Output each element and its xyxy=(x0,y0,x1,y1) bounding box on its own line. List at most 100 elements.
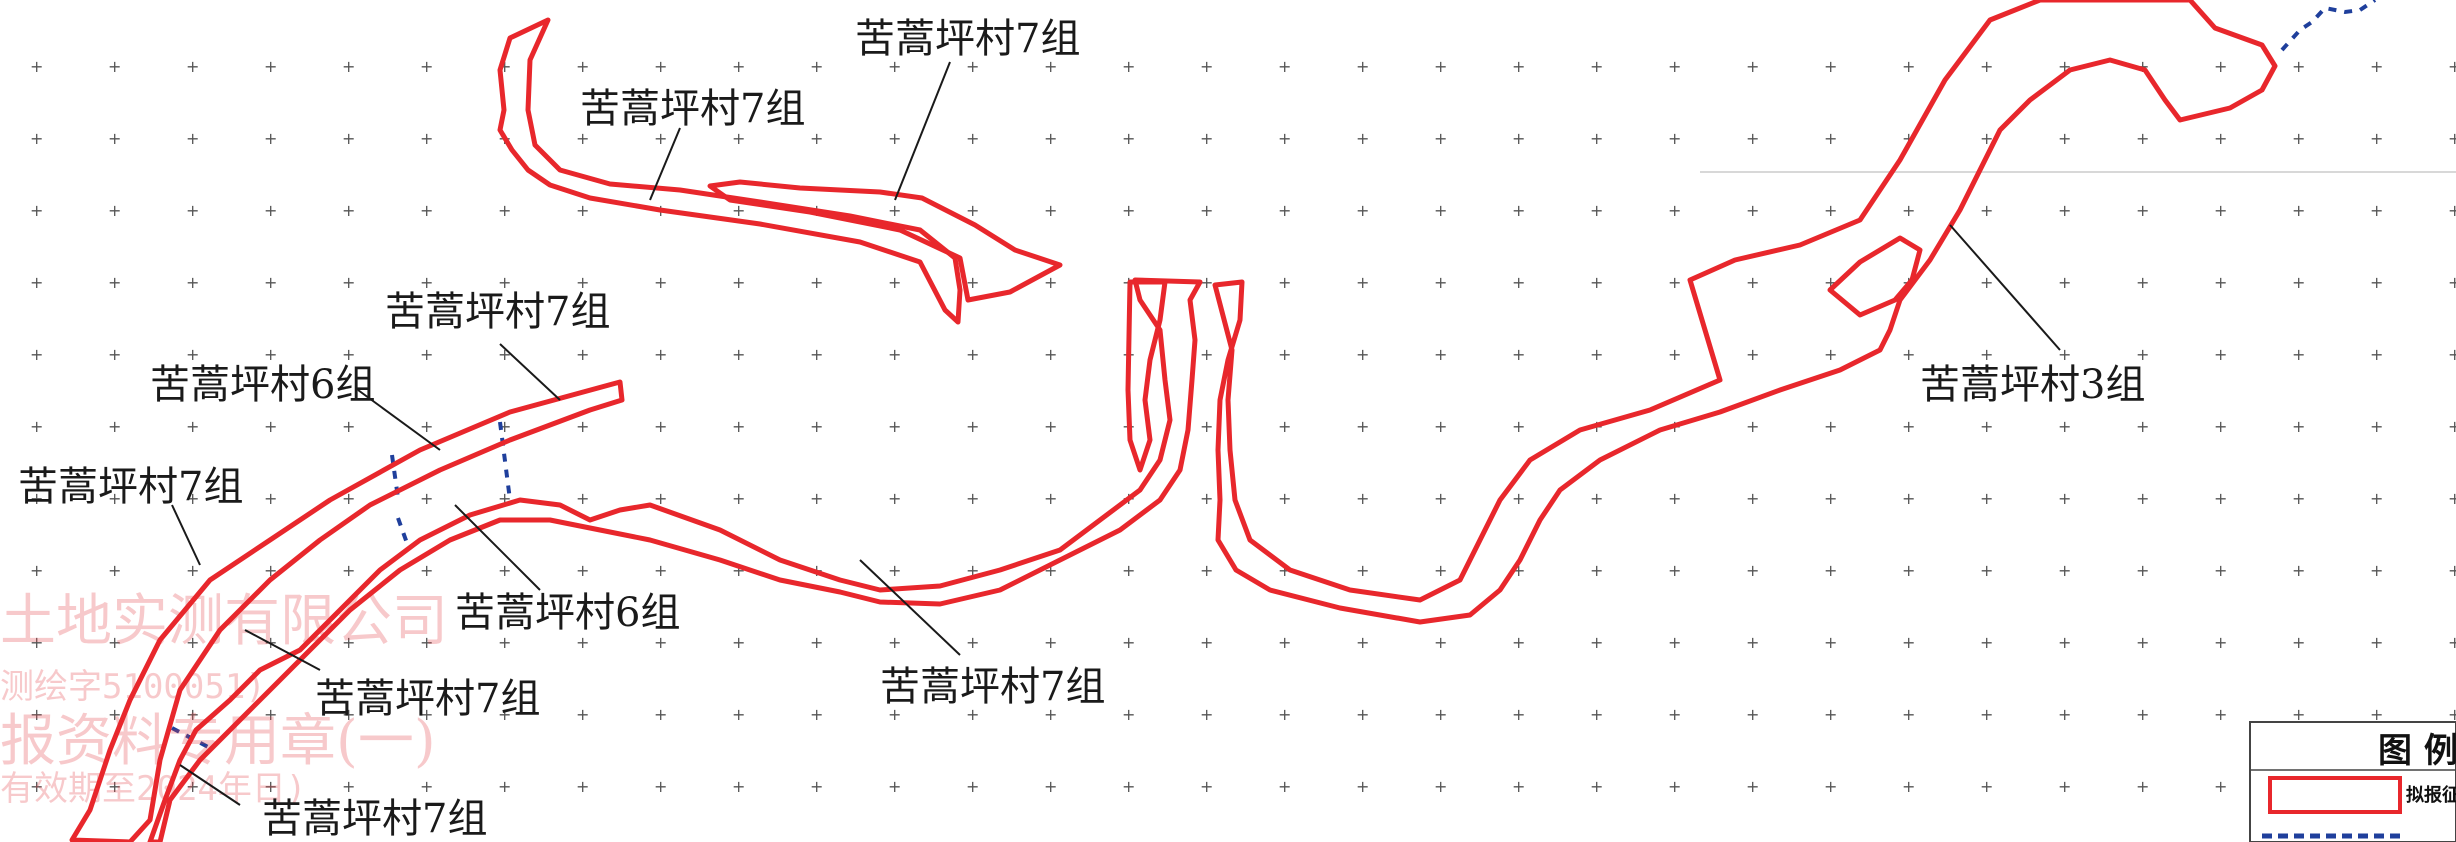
grid-cross: + xyxy=(732,705,745,724)
grid-cross: + xyxy=(576,345,589,364)
label-group-7-b: 苦蒿坪村7组 xyxy=(855,16,1080,62)
grid-cross: + xyxy=(30,273,43,292)
grid-cross: + xyxy=(2292,561,2305,580)
grid-cross: + xyxy=(108,129,121,148)
grid-cross: + xyxy=(1746,273,1759,292)
grid-cross: + xyxy=(1512,705,1525,724)
grid-cross: + xyxy=(888,273,901,292)
grid-cross: + xyxy=(1824,561,1837,580)
legend-item-label: 拟报征 xyxy=(2406,784,2456,806)
grid-cross: + xyxy=(1980,489,1993,508)
grid-cross: + xyxy=(186,201,199,220)
grid-cross: + xyxy=(1122,561,1135,580)
grid-cross: + xyxy=(1746,129,1759,148)
grid-cross: + xyxy=(2136,705,2149,724)
grid-cross: + xyxy=(2214,417,2227,436)
grid-cross: + xyxy=(888,417,901,436)
grid-cross: + xyxy=(2058,705,2071,724)
grid-cross: + xyxy=(186,417,199,436)
grid-cross: + xyxy=(264,201,277,220)
grid-cross: + xyxy=(2058,561,2071,580)
grid-cross: + xyxy=(1356,129,1369,148)
grid-cross: + xyxy=(1200,633,1213,652)
grid-cross: + xyxy=(1434,561,1447,580)
grid-cross: + xyxy=(342,273,355,292)
grid-cross: + xyxy=(2448,345,2456,364)
grid-cross: + xyxy=(576,417,589,436)
grid-cross: + xyxy=(1668,489,1681,508)
grid-cross: + xyxy=(2448,633,2456,652)
grid-cross: + xyxy=(1746,345,1759,364)
grid-cross: + xyxy=(1824,57,1837,76)
grid-cross: + xyxy=(2448,417,2456,436)
grid-cross: + xyxy=(2292,273,2305,292)
leader-line-8 xyxy=(860,560,960,655)
grid-cross: + xyxy=(1122,777,1135,796)
grid-cross: + xyxy=(1512,777,1525,796)
grid-cross: + xyxy=(2214,201,2227,220)
grid-cross: + xyxy=(108,201,121,220)
grid-cross: + xyxy=(1122,705,1135,724)
grid-cross: + xyxy=(1668,129,1681,148)
grid-cross: + xyxy=(732,273,745,292)
grid-cross: + xyxy=(2058,633,2071,652)
grid-cross: + xyxy=(1434,777,1447,796)
grid-cross: + xyxy=(2136,561,2149,580)
grid-cross: + xyxy=(342,201,355,220)
grid-cross: + xyxy=(1902,777,1915,796)
grid-cross: + xyxy=(342,777,355,796)
grid-cross: + xyxy=(420,57,433,76)
grid-cross: + xyxy=(732,777,745,796)
grid-cross: + xyxy=(1434,273,1447,292)
grid-cross: + xyxy=(810,705,823,724)
grid-cross: + xyxy=(2136,129,2149,148)
grid-cross: + xyxy=(1668,201,1681,220)
grid-cross: + xyxy=(2214,561,2227,580)
grid-cross: + xyxy=(2136,489,2149,508)
grid-cross: + xyxy=(2214,273,2227,292)
legend-title: 图 例 xyxy=(2378,731,2456,771)
grid-cross: + xyxy=(1902,561,1915,580)
grid-cross: + xyxy=(1590,57,1603,76)
grid-cross: + xyxy=(732,417,745,436)
grid-cross: + xyxy=(732,633,745,652)
grid-cross: + xyxy=(888,345,901,364)
grid-cross: + xyxy=(264,57,277,76)
grid-cross: + xyxy=(2448,273,2456,292)
grid-cross: + xyxy=(420,129,433,148)
grid-cross: + xyxy=(1200,561,1213,580)
village-boundary-segment-3 xyxy=(398,518,408,546)
grid-cross: + xyxy=(1902,57,1915,76)
grid-cross: + xyxy=(810,417,823,436)
grid-cross: + xyxy=(2370,417,2383,436)
grid-cross: + xyxy=(2058,417,2071,436)
grid-cross: + xyxy=(1278,489,1291,508)
grid-cross: + xyxy=(966,777,979,796)
grid-cross: + xyxy=(1122,129,1135,148)
grid-cross: + xyxy=(420,345,433,364)
grid-cross: + xyxy=(2058,201,2071,220)
grid-cross: + xyxy=(1668,57,1681,76)
grid-cross: + xyxy=(1044,489,1057,508)
grid-cross: + xyxy=(2136,201,2149,220)
grid-cross: + xyxy=(966,201,979,220)
grid-cross: + xyxy=(888,633,901,652)
grid-cross: + xyxy=(2058,273,2071,292)
grid-cross: + xyxy=(30,561,43,580)
grid-cross: + xyxy=(1512,489,1525,508)
grid-cross: + xyxy=(1356,201,1369,220)
grid-cross: + xyxy=(1434,417,1447,436)
label-group-7-f: 苦蒿坪村7组 xyxy=(880,664,1105,710)
grid-cross: + xyxy=(1434,57,1447,76)
grid-cross: + xyxy=(498,777,511,796)
grid-cross: + xyxy=(1668,561,1681,580)
grid-cross: + xyxy=(2292,129,2305,148)
grid-cross: + xyxy=(1746,57,1759,76)
grid-cross: + xyxy=(1200,129,1213,148)
grid-cross: + xyxy=(342,129,355,148)
grid-cross: + xyxy=(576,489,589,508)
grid-cross: + xyxy=(732,57,745,76)
grid-cross: + xyxy=(1044,633,1057,652)
grid-cross: + xyxy=(2292,633,2305,652)
